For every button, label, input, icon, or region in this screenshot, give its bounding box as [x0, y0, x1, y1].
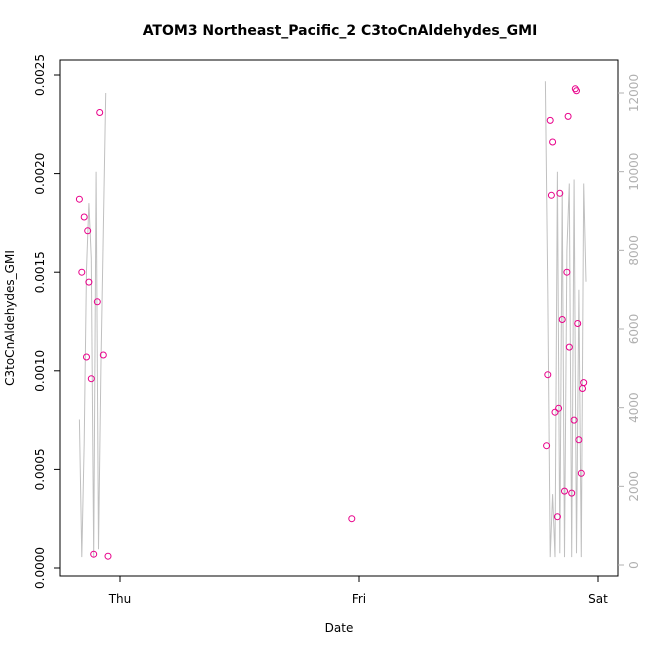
x-tick-label: Thu [108, 592, 132, 606]
data-point [87, 375, 95, 383]
data-point [80, 213, 88, 221]
data-point [561, 487, 568, 495]
x-tick-label: Sat [588, 592, 608, 606]
y2-tick-label: 2000 [627, 471, 641, 502]
data-point [558, 316, 566, 323]
y2-tick-label: 12000 [627, 74, 641, 112]
y2-tick-label: 10000 [627, 153, 641, 191]
y-axis-label: C3toCnAldehydes_GMI [3, 250, 17, 386]
data-point [549, 138, 557, 146]
y2-tick-label: 8000 [627, 235, 641, 266]
y-tick-label: 0.0025 [33, 54, 47, 96]
x-axis-label: Date [325, 621, 354, 635]
y2-tick-label: 4000 [627, 392, 641, 423]
data-point [573, 87, 580, 95]
data-point [84, 227, 92, 235]
data-point [544, 371, 552, 379]
y-tick-label: 0.0010 [33, 350, 47, 392]
series-line [78, 92, 107, 558]
data-point [78, 268, 86, 276]
data-point [565, 343, 573, 351]
y2-tick-label: 0 [627, 561, 641, 569]
data-point [551, 408, 559, 416]
data-point [104, 552, 112, 560]
y-axis-right: 0 2000 4000 6000 8000 10000 12000 [618, 74, 641, 569]
data-point [563, 268, 571, 276]
left-axis-series [75, 85, 588, 560]
y-tick-label: 0.0005 [33, 448, 47, 490]
data-point [568, 489, 576, 497]
data-point [575, 436, 583, 444]
plot-frame [59, 59, 619, 577]
data-point [75, 195, 83, 203]
data-point [574, 320, 582, 327]
data-point [348, 515, 356, 523]
series-line [544, 81, 587, 558]
data-point [96, 109, 104, 116]
data-point [555, 404, 563, 412]
data-point [577, 469, 585, 477]
data-point [83, 353, 90, 361]
y-axis: 0.0000 0.0005 0.0010 0.0015 0.0020 0.0025 [33, 54, 60, 589]
data-point [556, 189, 564, 197]
data-point [93, 298, 101, 306]
y-tick-label: 0.0020 [33, 153, 47, 195]
x-tick-label: Fri [352, 592, 366, 606]
data-point [570, 416, 578, 424]
data-point [543, 442, 551, 450]
right-axis-series [78, 81, 587, 558]
data-point [547, 191, 555, 199]
y-tick-label: 0.0000 [33, 547, 47, 589]
data-point [90, 550, 98, 558]
data-point [85, 278, 93, 286]
data-point [580, 379, 588, 387]
data-point [564, 112, 572, 120]
y2-tick-label: 6000 [627, 314, 641, 345]
data-point [99, 351, 107, 359]
x-axis: Thu Fri Sat [108, 576, 608, 606]
data-point [546, 116, 554, 124]
y-tick-label: 0.0015 [33, 251, 47, 293]
chart-title: ATOM3 Northeast_Pacific_2 C3toCnAldehyde… [143, 23, 538, 39]
data-point [553, 513, 561, 521]
